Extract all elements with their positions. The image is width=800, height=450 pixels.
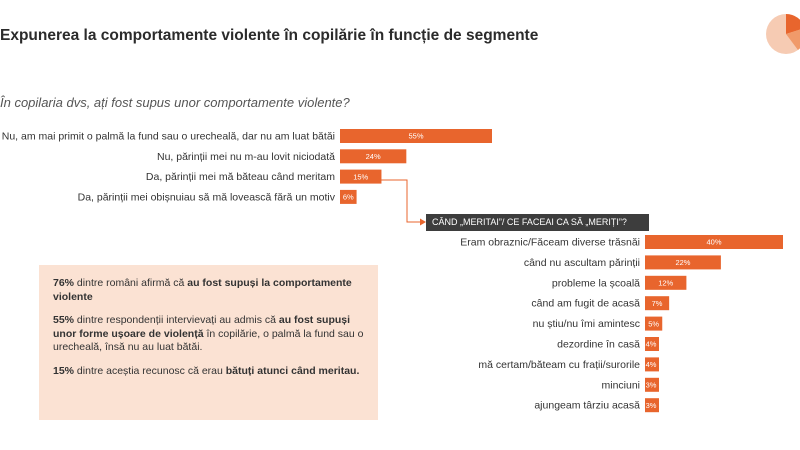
bar-1-1 bbox=[645, 255, 721, 270]
value-label-1-1: 22% bbox=[675, 258, 690, 267]
value-label-0-0: 55% bbox=[408, 132, 423, 141]
value-label-1-3: 7% bbox=[652, 299, 663, 308]
slide-title: Expunerea la comportamente violente în c… bbox=[0, 27, 539, 44]
category-label-1-5: dezordine în casă bbox=[557, 339, 640, 351]
category-label-1-7: minciuni bbox=[601, 379, 640, 391]
info-box: 76% dintre români afirmă că au fost supu… bbox=[39, 265, 378, 420]
category-label-1-8: ajungeam târziu acasă bbox=[534, 400, 640, 412]
category-label-1-3: când am fugit de acasă bbox=[531, 298, 640, 310]
value-label-1-4: 5% bbox=[648, 319, 659, 328]
bar-1-5 bbox=[645, 337, 659, 351]
category-label-0-2: Da, părinții mei mă băteau când meritam bbox=[146, 171, 335, 183]
info-paragraph-2: 55% dintre respondenții intervievați au … bbox=[53, 314, 364, 355]
pie-chart-icon bbox=[766, 14, 800, 54]
value-label-1-0: 40% bbox=[706, 238, 721, 247]
info-paragraph-1: 76% dintre români afirmă că au fost supu… bbox=[53, 277, 364, 304]
category-label-0-0: Nu, am mai primit o palmă la fund sau o … bbox=[2, 131, 335, 143]
category-label-1-1: când nu ascultam părinții bbox=[524, 257, 640, 269]
bar-0-3 bbox=[340, 189, 357, 204]
category-label-1-0: Eram obraznic/Făceam diverse trăsnăi bbox=[460, 237, 640, 249]
value-label-1-6: 4% bbox=[646, 360, 657, 369]
category-label-1-4: nu știu/nu îmi amintesc bbox=[533, 318, 640, 330]
bar-1-7 bbox=[645, 377, 659, 392]
value-label-0-3: 6% bbox=[343, 193, 354, 202]
info-bold-3: bătuți atunci când meritau. bbox=[225, 364, 360, 377]
bar-1-6 bbox=[645, 357, 659, 372]
bar-0-1 bbox=[340, 149, 407, 164]
info-tail-2: în copilărie, o palmă la fund sau o urec… bbox=[53, 327, 364, 354]
subchart-header: CÂND „MERITAI”/ CE FACEAI CA SĂ „MERIȚI”… bbox=[426, 214, 649, 231]
info-text-1: dintre români afirmă că bbox=[74, 277, 188, 289]
bar-1-0 bbox=[645, 235, 783, 249]
category-label-0-1: Nu, părinții mei nu m-au lovit niciodată bbox=[157, 151, 335, 163]
bar-1-8 bbox=[645, 398, 659, 413]
info-paragraph-3: 15% dintre aceștia recunosc că erau bătu… bbox=[53, 365, 364, 379]
value-label-0-2: 15% bbox=[353, 172, 368, 181]
info-pct-2: 55% bbox=[53, 314, 75, 326]
bar-0-0 bbox=[340, 129, 492, 143]
value-label-0-1: 24% bbox=[366, 152, 381, 161]
info-text-2: dintre respondenții intervievați au admi… bbox=[74, 314, 279, 326]
category-label-1-2: probleme la școală bbox=[552, 277, 640, 289]
category-label-0-3: Da, părinții mei obișnuiau să mă loveasc… bbox=[78, 191, 336, 203]
category-label-1-6: mă certam/băteam cu frații/surorile bbox=[478, 359, 640, 371]
info-bold-2: au fost supuși unor forme ușoare de viol… bbox=[53, 314, 351, 340]
bar-1-4 bbox=[645, 316, 663, 331]
value-label-1-5: 4% bbox=[646, 340, 657, 349]
value-label-1-8: 3% bbox=[646, 401, 657, 410]
bar-1-3 bbox=[645, 296, 670, 311]
info-pct-1: 76% bbox=[53, 277, 75, 289]
info-text-3: dintre aceștia recunosc că erau bbox=[74, 364, 226, 377]
info-bold-1: au fost supuși la comportamente violente bbox=[53, 277, 352, 303]
value-label-1-7: 3% bbox=[646, 381, 657, 390]
bar-0-2 bbox=[340, 169, 382, 184]
bar-1-2 bbox=[645, 275, 687, 290]
value-label-1-2: 12% bbox=[658, 279, 673, 288]
survey-question: În copilaria dvs, ați fost supus unor co… bbox=[0, 95, 350, 110]
info-pct-3: 15% bbox=[53, 364, 75, 377]
